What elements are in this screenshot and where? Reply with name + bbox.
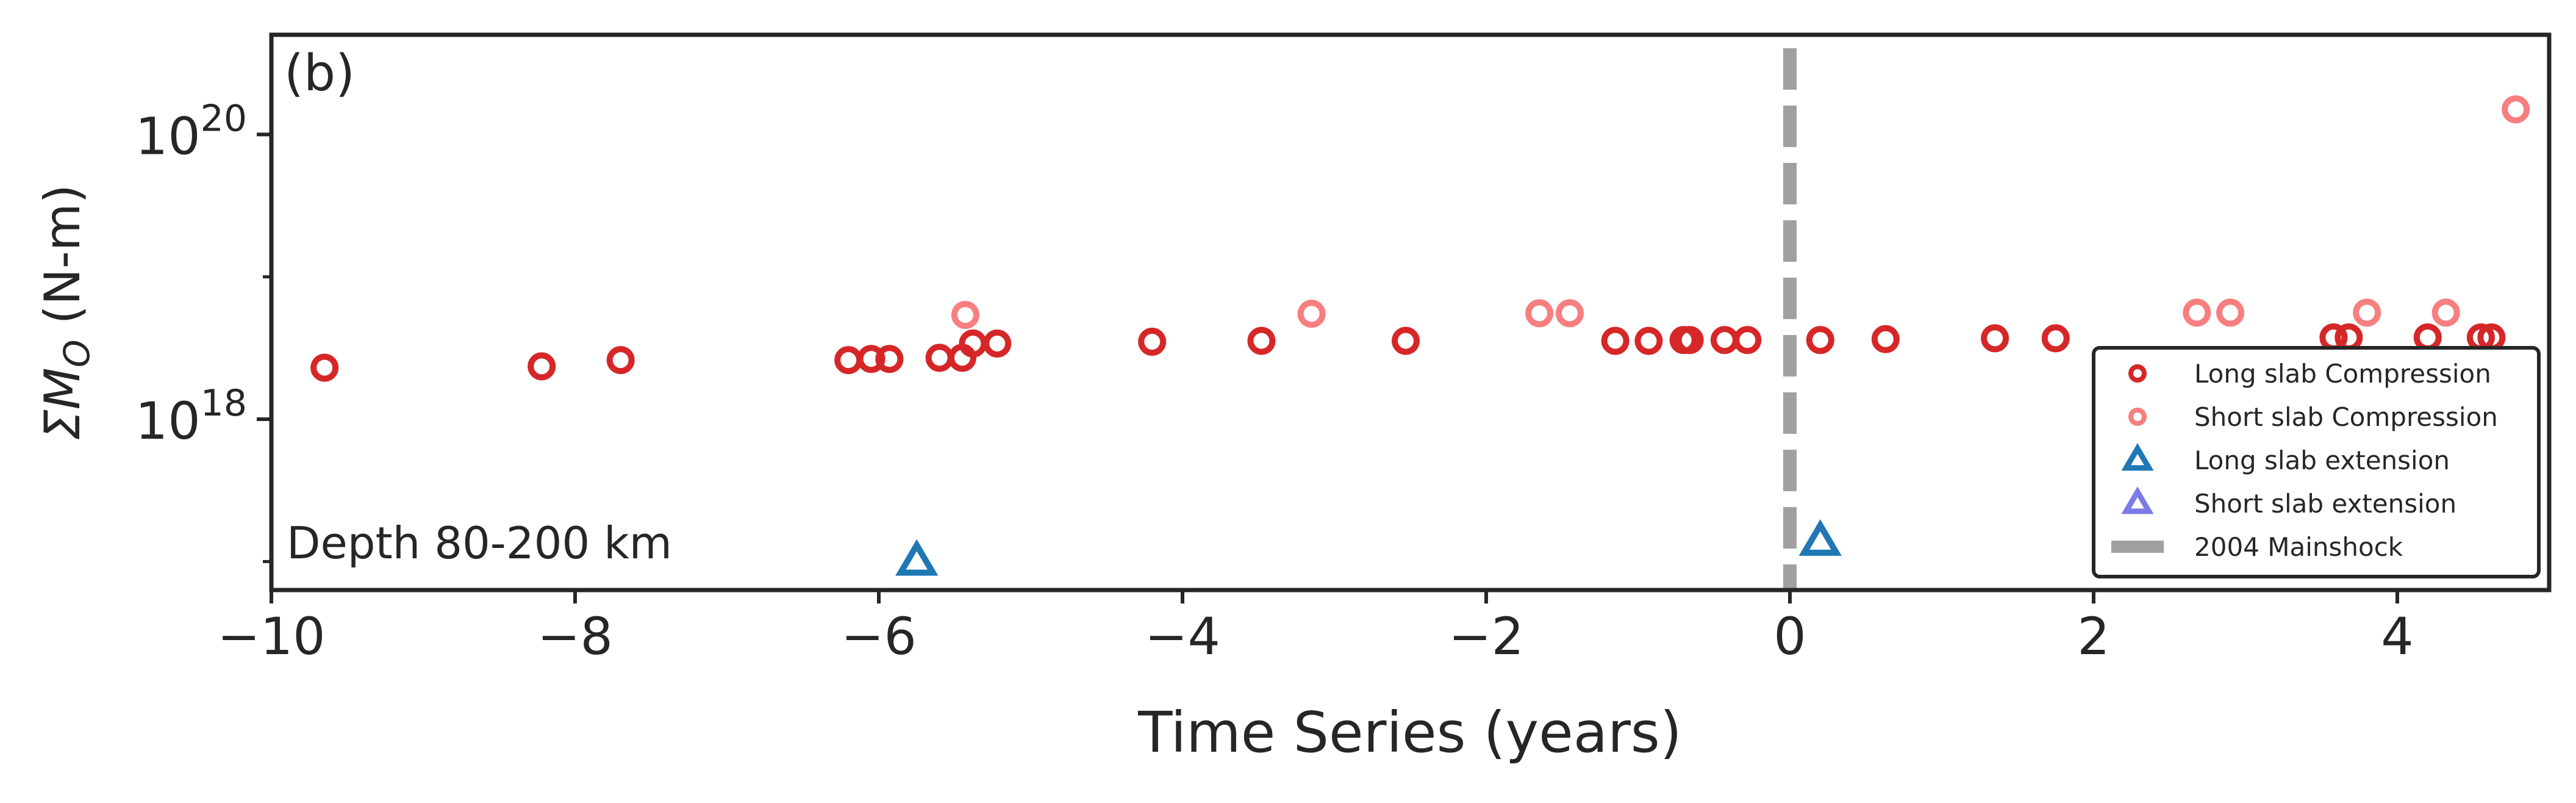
long-slab-compression-point	[1392, 326, 1420, 355]
x-tick-label: −2	[1448, 607, 1524, 666]
legend-marker-long-slab-compression	[2128, 364, 2147, 383]
y-tick-label: 1020	[135, 97, 247, 166]
short-slab-compression-point	[1555, 299, 1584, 328]
plot-frame	[269, 32, 2552, 592]
x-axis: −10 −8 −6 −4 −2 0 2 4	[217, 590, 2414, 666]
long-slab-compression-point	[1733, 326, 1762, 355]
x-tick-label: −8	[537, 607, 613, 666]
short-slab-compression-point	[2183, 298, 2211, 327]
y-axis-label-sigma: Σ	[34, 409, 91, 441]
legend-label: Long slab extension	[2194, 445, 2450, 475]
short-slab-compression-point	[1297, 300, 1326, 328]
short-slab-compression-point	[1525, 299, 1554, 328]
short-slab-compression-point	[2353, 298, 2381, 327]
legend-marker-long-slab-extension	[2121, 443, 2154, 471]
x-axis-label: Time Series (years)	[1137, 700, 1682, 765]
legend-label: 2004 Mainshock	[2194, 532, 2403, 562]
y-axis-label-m: M	[34, 367, 91, 409]
long-slab-compression-point	[1601, 326, 1630, 355]
short-slab-compression-point	[2216, 298, 2245, 327]
short-slab-compression-point	[2431, 298, 2460, 327]
y-axis-label-sub: O	[56, 340, 98, 368]
long-slab-compression-point	[1675, 326, 1704, 355]
panel-label: (b)	[284, 45, 355, 103]
long-slab-compression-point	[1871, 325, 1900, 353]
legend: Long slab Compression Short slab Compress…	[2092, 346, 2541, 578]
legend-marker-short-slab-extension	[2121, 486, 2154, 514]
x-tick-label: 0	[1773, 607, 1806, 666]
depth-annotation: Depth 80-200 km	[287, 517, 672, 569]
legend-box	[2092, 346, 2541, 578]
x-tick-label: −10	[217, 607, 325, 666]
long-slab-compression-point	[1806, 326, 1834, 355]
y-axis: 1020 1018	[135, 97, 271, 563]
x-tick-label: −4	[1145, 607, 1220, 666]
legend-marker-short-slab-compression	[2128, 408, 2147, 426]
long-slab-compression-point	[528, 352, 556, 381]
long-slab-compression-point	[2041, 324, 2070, 353]
long-slab-compression-point	[1981, 324, 2009, 353]
long-slab-compression-point	[1138, 328, 1167, 356]
short-slab-compression-point	[2502, 95, 2530, 124]
short-slab-compression-point	[951, 301, 979, 329]
points-layer	[310, 95, 2530, 576]
x-tick-label: −6	[841, 607, 917, 666]
long-slab-extension-point	[1798, 519, 1842, 556]
long-slab-compression-point	[857, 345, 886, 373]
y-tick-label: 1018	[135, 382, 247, 451]
x-tick-label: 4	[2381, 607, 2413, 666]
long-slab-compression-point	[606, 346, 635, 375]
long-slab-compression-point	[875, 345, 904, 373]
long-slab-compression-point	[1247, 326, 1276, 355]
legend-label: Short slab extension	[2194, 489, 2456, 519]
long-slab-compression-point	[310, 353, 339, 382]
long-slab-extension-point	[895, 539, 939, 576]
long-slab-compression-point	[983, 329, 1012, 358]
legend-label: Long slab Compression	[2194, 359, 2491, 389]
legend-label: Short slab Compression	[2194, 402, 2498, 432]
long-slab-compression-point	[1634, 326, 1663, 355]
y-axis-label: ΣMO (N-m)	[34, 184, 98, 441]
y-axis-label-unit: (N-m)	[34, 184, 91, 340]
x-tick-label: 2	[2077, 607, 2109, 666]
legend-items: Long slab Compression Short slab Compress…	[2111, 359, 2498, 562]
